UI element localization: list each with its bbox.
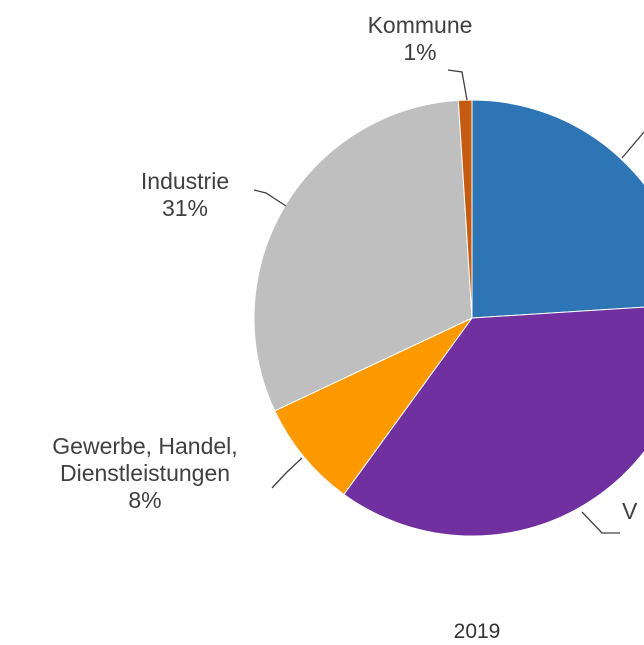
leader-line bbox=[253, 189, 287, 207]
leader-line bbox=[271, 457, 303, 489]
slice-label: Kommune bbox=[367, 12, 473, 38]
slice-value-label: 31% bbox=[161, 195, 209, 221]
slice-label: Industrie bbox=[140, 168, 230, 194]
leader-line bbox=[447, 69, 468, 101]
pie-slice bbox=[274, 317, 473, 496]
leader-line bbox=[581, 511, 620, 534]
pie-slice bbox=[343, 306, 644, 537]
slice-label: V bbox=[622, 498, 638, 524]
slice-value-label: 1% bbox=[403, 39, 437, 65]
leader-lines bbox=[253, 69, 644, 534]
slice-label: Gewerbe, Handel, Dienstleistungen bbox=[52, 433, 238, 486]
pie-slice bbox=[471, 99, 644, 319]
pie-slice bbox=[457, 99, 473, 319]
chart-title: 2019 bbox=[453, 620, 501, 643]
leader-line bbox=[621, 131, 644, 159]
pie-slice bbox=[253, 99, 473, 412]
slice-value-label: 8% bbox=[128, 487, 162, 513]
